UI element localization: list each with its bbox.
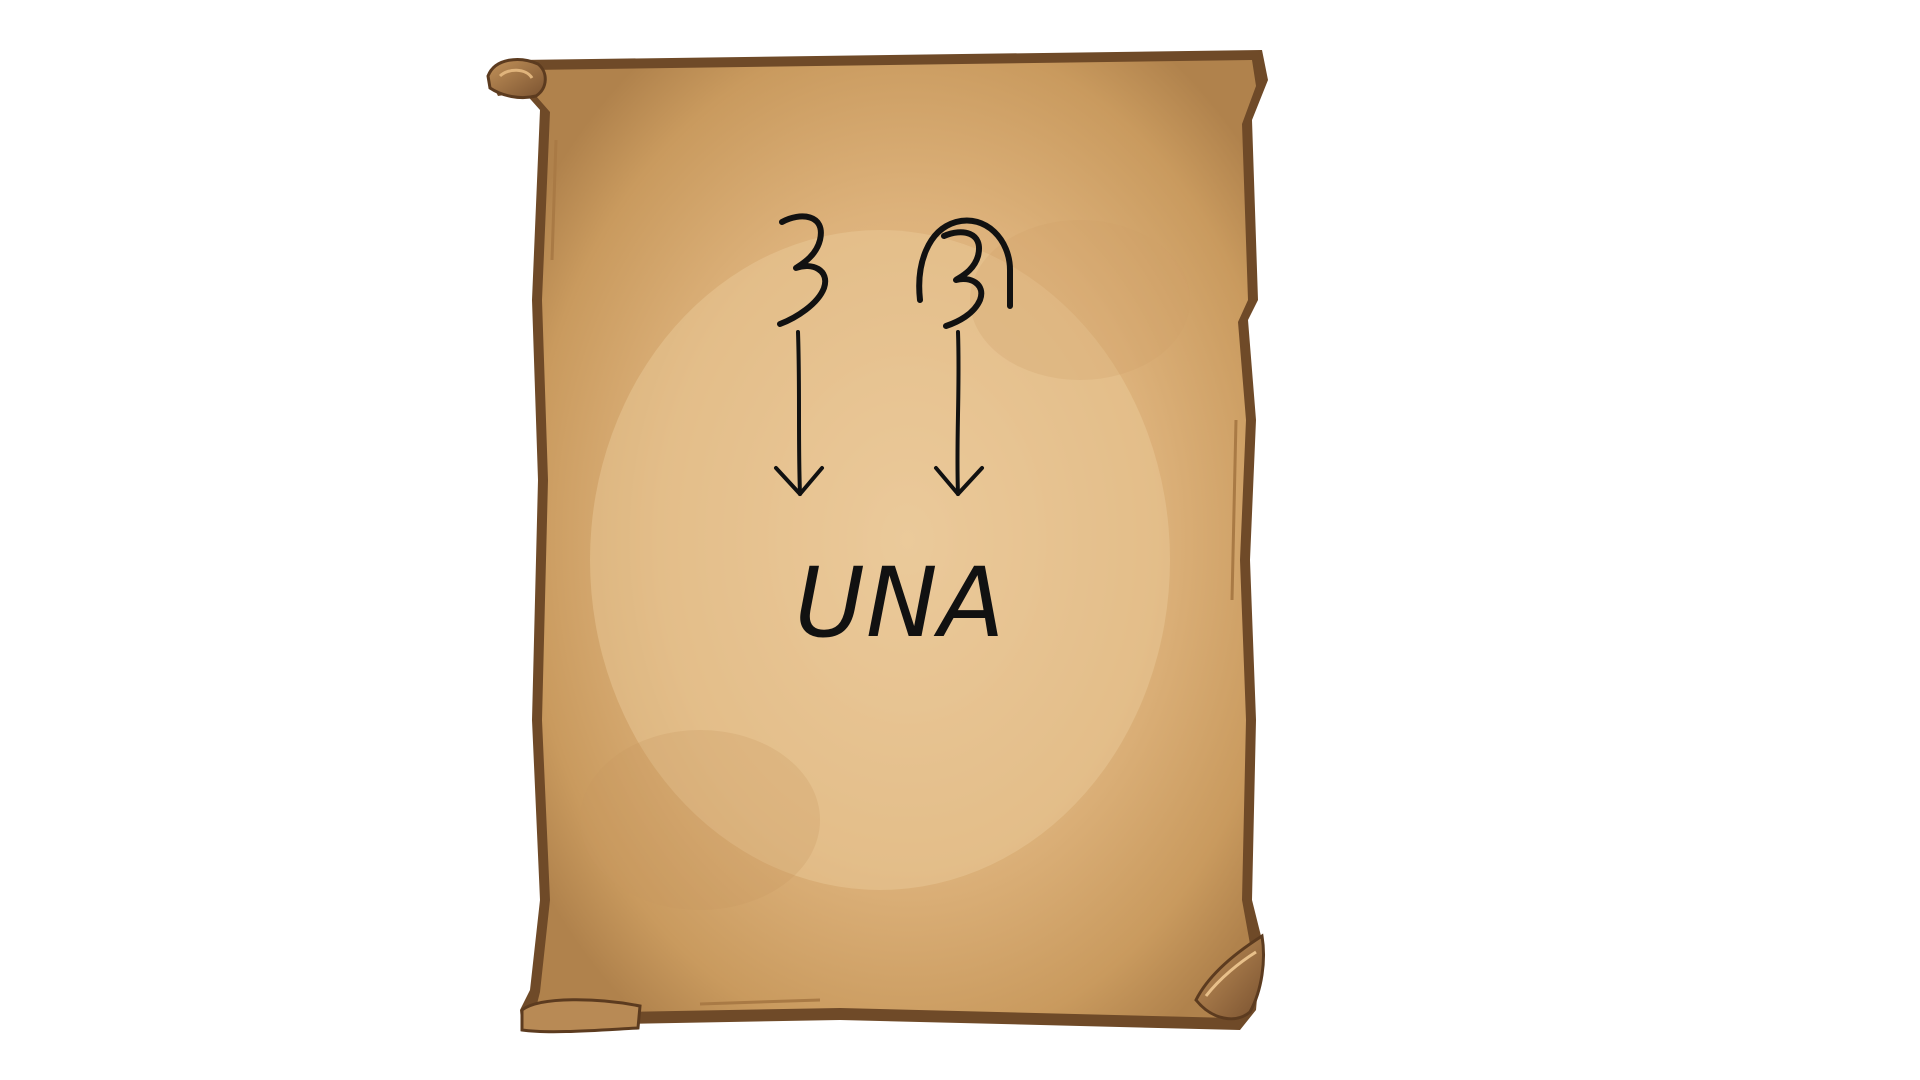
scroll-answer-text: UNA	[794, 547, 1006, 659]
edge-scratch	[550, 139, 558, 261]
top-left-curl	[486, 58, 547, 100]
bottom-right-curl-fold	[1204, 950, 1257, 997]
edge-scratch	[1230, 419, 1238, 601]
handwritten-three-glyph	[777, 213, 829, 327]
bottom-left-roll	[520, 998, 642, 1034]
handwritten-three-in-arch-glyph	[916, 217, 1013, 329]
parchment-highlight	[590, 230, 1170, 890]
parchment-paper	[530, 60, 1256, 1020]
top-left-curl-roll	[498, 68, 534, 79]
parchment-stain	[970, 220, 1190, 380]
edge-scratch	[699, 998, 821, 1006]
down-arrow-left	[774, 330, 824, 496]
parchment-stain	[580, 730, 820, 910]
down-arrow-right	[934, 330, 984, 496]
